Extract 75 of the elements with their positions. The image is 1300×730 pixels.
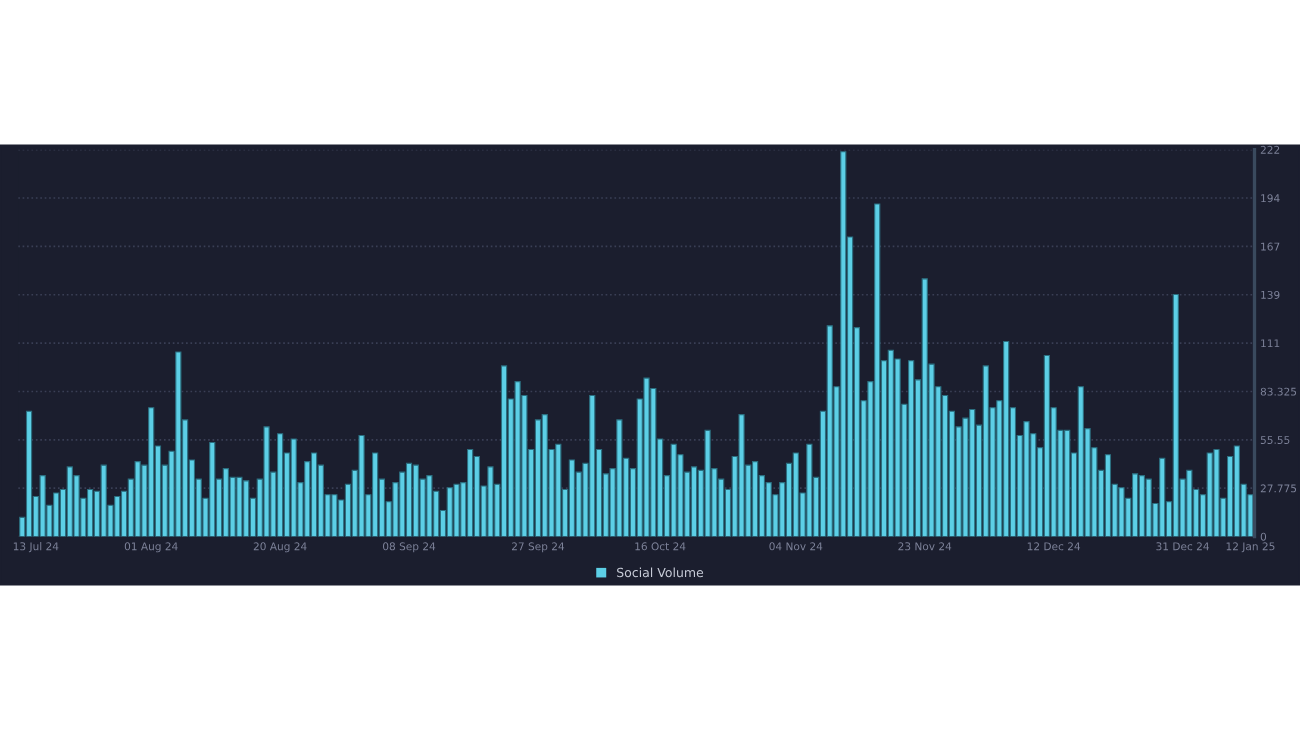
bar [751, 461, 759, 537]
bar [643, 377, 650, 537]
bar [473, 455, 480, 537]
bar [1104, 454, 1112, 537]
bar [114, 495, 121, 537]
bar [738, 414, 745, 537]
bar [100, 464, 107, 537]
bar [616, 419, 623, 537]
bar [874, 203, 881, 537]
bar [534, 419, 542, 537]
bar [792, 452, 799, 537]
bar [399, 471, 406, 537]
bar [555, 443, 562, 537]
bar [941, 394, 949, 537]
bar [982, 365, 989, 537]
bar [372, 452, 379, 537]
bar [969, 408, 976, 537]
bar [467, 448, 474, 537]
bar [826, 325, 833, 537]
bar [66, 466, 73, 537]
bar [1186, 469, 1193, 537]
bar [310, 452, 318, 537]
bar [277, 433, 284, 537]
bar [1043, 354, 1050, 537]
bar [1003, 340, 1010, 537]
bar [1159, 457, 1166, 537]
bar [134, 461, 141, 537]
bar [358, 435, 365, 537]
bar [148, 407, 155, 537]
bar [1064, 429, 1071, 537]
bar [589, 394, 596, 537]
bar [568, 459, 575, 537]
bar [453, 483, 460, 537]
bar [243, 480, 250, 537]
bar [229, 476, 236, 537]
bar [887, 349, 894, 537]
bar [426, 475, 433, 537]
bar [1118, 487, 1125, 537]
bar [921, 278, 928, 537]
bar [1077, 386, 1084, 537]
bar [1023, 421, 1030, 537]
bar [236, 476, 243, 537]
bar [175, 351, 182, 537]
bar [908, 360, 915, 537]
bar [1206, 452, 1213, 537]
bar [25, 410, 33, 537]
bar [290, 438, 297, 537]
bar [53, 492, 60, 537]
bar [487, 466, 494, 537]
bar [840, 151, 847, 537]
bar [39, 475, 46, 537]
bar [806, 443, 813, 537]
bar [1145, 478, 1152, 537]
bar [962, 417, 969, 537]
bar [331, 494, 338, 537]
bar [222, 468, 229, 537]
bar [446, 487, 453, 537]
bar [894, 358, 901, 537]
bar [704, 429, 711, 537]
bar [1131, 473, 1139, 537]
bar [412, 464, 419, 537]
bar [1233, 445, 1240, 537]
bar [690, 466, 698, 537]
bar [500, 365, 508, 537]
bar [1213, 448, 1220, 537]
bar [1172, 293, 1179, 537]
bar [87, 488, 94, 537]
bar [209, 441, 216, 537]
bar [765, 482, 772, 537]
bar [405, 462, 413, 537]
bar [541, 414, 548, 537]
bar [263, 426, 270, 537]
bar [514, 381, 521, 537]
bar [670, 443, 677, 537]
bar [1138, 475, 1145, 537]
